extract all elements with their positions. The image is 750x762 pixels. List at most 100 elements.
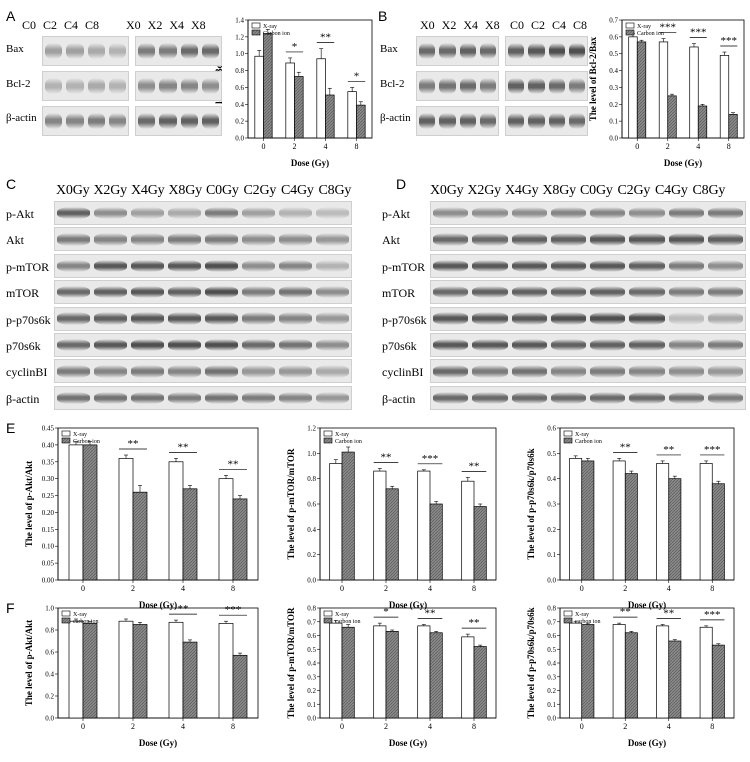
significance-marker: * bbox=[354, 70, 360, 82]
bar bbox=[182, 641, 198, 719]
blot-band bbox=[180, 113, 198, 129]
protein-label: p70s6k bbox=[382, 339, 417, 353]
y-tick-label: 0.2 bbox=[609, 101, 618, 109]
y-tick-label: 0.2 bbox=[45, 693, 54, 701]
lane-label: X2Gy bbox=[93, 183, 128, 198]
plot-frame bbox=[57, 607, 259, 719]
blot-band bbox=[57, 391, 90, 404]
blot-strip bbox=[54, 227, 352, 252]
blot-band bbox=[57, 259, 90, 272]
x-tick-label: 2 bbox=[131, 584, 135, 593]
y-tick-label: 0.0 bbox=[547, 715, 556, 723]
blot-band bbox=[419, 43, 436, 59]
y-tick-label: 0.5 bbox=[547, 450, 556, 458]
blot-band bbox=[511, 365, 547, 378]
lane-label: X4 bbox=[169, 18, 185, 32]
blot-strip bbox=[505, 71, 588, 101]
blot-band bbox=[242, 365, 275, 378]
legend-label-carbon: Carbon ion bbox=[73, 439, 100, 445]
x-axis-label: Dose (Gy) bbox=[628, 600, 666, 610]
protein-label: Bcl-2 bbox=[6, 78, 31, 90]
blot-band bbox=[629, 391, 665, 404]
lane-label: C8Gy bbox=[692, 183, 726, 198]
y-tick-label: 0.5 bbox=[547, 646, 556, 654]
y-tick-label: 0.8 bbox=[307, 605, 316, 613]
panel-letter-f: F bbox=[6, 600, 15, 616]
bar bbox=[473, 646, 487, 719]
y-tick-label: 0.0 bbox=[609, 135, 618, 143]
protein-label: cyclinBI bbox=[6, 365, 48, 380]
significance-marker: ** bbox=[620, 441, 631, 453]
blot-band bbox=[168, 206, 201, 220]
protein-label: p70s6k bbox=[6, 339, 41, 353]
blot-band bbox=[550, 259, 586, 272]
blot-band bbox=[472, 391, 508, 404]
bar bbox=[668, 640, 682, 719]
bar bbox=[168, 621, 184, 719]
x-tick-label: 0 bbox=[635, 142, 639, 151]
y-tick-label: 0.5 bbox=[307, 646, 316, 654]
blot-band bbox=[242, 338, 275, 352]
y-tick-label: 0.25 bbox=[42, 492, 55, 500]
y-tick-label: 1.2 bbox=[235, 33, 244, 41]
bar bbox=[218, 623, 234, 719]
bar bbox=[118, 620, 134, 719]
blot-band bbox=[45, 43, 63, 59]
bar bbox=[624, 632, 638, 719]
y-tick-label: 0.0 bbox=[307, 715, 316, 723]
blot-band bbox=[279, 365, 312, 378]
blot-band bbox=[94, 312, 127, 325]
y-tick-label: 0.6 bbox=[235, 84, 244, 92]
lane-label: C0 bbox=[510, 18, 525, 32]
lane-label: X4Gy bbox=[131, 183, 165, 198]
bar bbox=[656, 625, 670, 719]
blot-band bbox=[180, 43, 198, 59]
significance-marker: *** bbox=[690, 27, 707, 39]
significance-marker: * bbox=[383, 606, 389, 618]
lane-label: C0Gy bbox=[580, 183, 613, 198]
blot-band bbox=[568, 78, 585, 94]
y-tick-label: 0.2 bbox=[547, 687, 556, 695]
blot-strip bbox=[416, 106, 499, 136]
bar bbox=[569, 622, 583, 719]
panel-letter-b: B bbox=[378, 8, 388, 24]
lane-label: C0 bbox=[22, 18, 37, 32]
lane-label: X2 bbox=[441, 18, 457, 32]
significance-marker: *** bbox=[225, 604, 242, 616]
bar bbox=[697, 105, 708, 139]
y-tick-label: 0.05 bbox=[42, 560, 55, 568]
y-tick-label: 0.1 bbox=[609, 118, 618, 126]
y-axis-label: The level of Bcl-2/Bax bbox=[588, 36, 598, 121]
x-tick-label: 4 bbox=[696, 142, 700, 151]
blot-band bbox=[201, 43, 219, 59]
legend-label-xray: X-ray bbox=[73, 612, 87, 618]
legend-swatch-xray bbox=[251, 22, 261, 29]
bar bbox=[341, 626, 355, 719]
panel-letter-c: C bbox=[6, 176, 17, 192]
y-tick-label: 0.4 bbox=[609, 67, 618, 75]
significance-marker: ** bbox=[663, 608, 674, 620]
blot-band bbox=[472, 365, 508, 378]
protein-label: β-actin bbox=[380, 112, 411, 124]
blot-band bbox=[590, 338, 626, 352]
x-tick-label: 0 bbox=[580, 584, 584, 593]
bar bbox=[658, 41, 669, 139]
y-axis-label: The level of p-mTOR/mTOR bbox=[286, 607, 296, 718]
blot-band bbox=[316, 312, 349, 325]
y-tick-label: 0.6 bbox=[547, 632, 556, 640]
blot-band bbox=[316, 365, 349, 378]
x-tick-label: 2 bbox=[666, 142, 670, 151]
y-tick-label: 0.7 bbox=[307, 618, 316, 626]
significance-marker: *** bbox=[422, 453, 439, 465]
y-tick-label: 0.6 bbox=[45, 649, 54, 657]
blot-band bbox=[205, 338, 238, 352]
blot-band bbox=[590, 391, 626, 404]
blot-band bbox=[94, 391, 127, 404]
blot-band bbox=[550, 286, 586, 299]
y-tick-label: 0.7 bbox=[609, 17, 618, 25]
x-tick-label: 0 bbox=[262, 142, 266, 151]
x-axis-label: Dose (Gy) bbox=[139, 738, 177, 748]
significance-marker: ** bbox=[178, 441, 189, 453]
significance-marker: * bbox=[292, 41, 298, 53]
x-tick-label: 8 bbox=[710, 722, 714, 731]
